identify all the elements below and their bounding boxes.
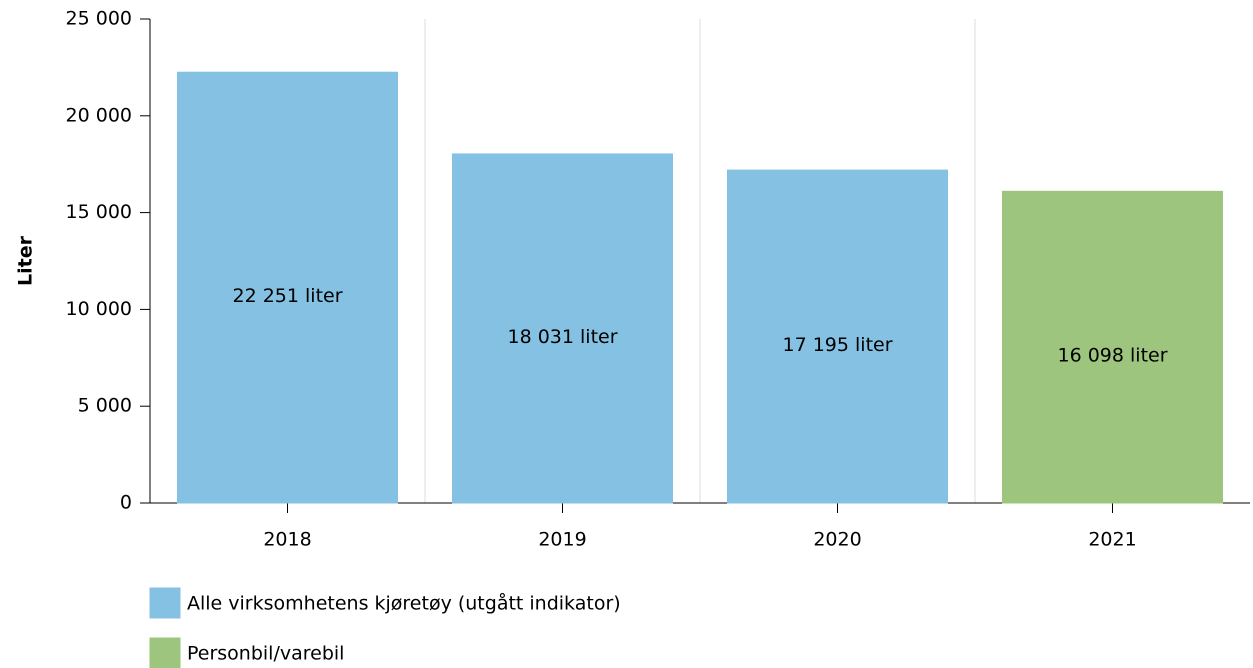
- legend-swatch: [149, 587, 181, 619]
- data-label: 22 251 liter: [232, 285, 342, 307]
- legend-label: Alle virksomhetens kjøretøy (utgått indi…: [187, 592, 621, 615]
- y-tick-label: 0: [120, 492, 132, 514]
- y-tick-label: 5 000: [78, 395, 132, 417]
- legend-swatch: [149, 637, 181, 668]
- x-tick-label: 2021: [1088, 529, 1136, 551]
- bar: [727, 169, 948, 504]
- bar: [452, 153, 673, 504]
- data-label: 18 031 liter: [507, 326, 617, 348]
- bar: [1002, 190, 1223, 504]
- x-tick-label: 2019: [538, 529, 586, 551]
- data-label: 16 098 liter: [1057, 345, 1167, 367]
- y-axis-label: Liter: [15, 235, 37, 286]
- bar: [177, 71, 398, 504]
- x-tick-label: 2018: [263, 529, 311, 551]
- y-tick-label: 25 000: [66, 8, 132, 30]
- x-tick-label: 2020: [813, 529, 861, 551]
- y-tick-label: 20 000: [66, 104, 132, 126]
- data-label: 17 195 liter: [782, 334, 892, 356]
- legend-label: Personbil/varebil: [187, 643, 344, 665]
- y-tick-label: 15 000: [66, 201, 132, 223]
- y-tick-label: 10 000: [66, 298, 132, 320]
